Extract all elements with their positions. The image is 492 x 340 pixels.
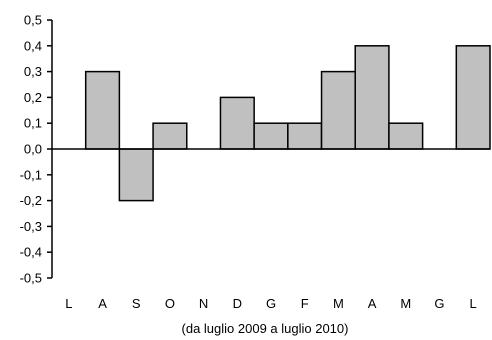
x-tick-label: N bbox=[199, 296, 208, 311]
y-tick-label: 0,0 bbox=[24, 142, 42, 157]
bar-8 bbox=[320, 70, 356, 150]
bar-3 bbox=[152, 122, 188, 150]
y-tick-label: 0,5 bbox=[24, 13, 42, 28]
x-tick-label: G bbox=[266, 296, 276, 311]
x-tick-label: O bbox=[165, 296, 175, 311]
x-tick-label: A bbox=[98, 296, 107, 311]
bar-5 bbox=[219, 96, 255, 150]
y-tick-label: -0,2 bbox=[20, 193, 42, 208]
y-axis-ticks bbox=[47, 19, 52, 279]
x-axis-title: (da luglio 2009 a luglio 2010) bbox=[182, 321, 349, 336]
y-tick-label: -0,1 bbox=[20, 167, 42, 182]
x-tick-label: L bbox=[470, 296, 477, 311]
bar-10 bbox=[388, 122, 424, 150]
x-tick-label: M bbox=[400, 296, 411, 311]
y-tick-label: 0,2 bbox=[24, 90, 42, 105]
bar-7 bbox=[287, 122, 323, 150]
bar-12 bbox=[455, 45, 491, 150]
x-tick-label: S bbox=[132, 296, 141, 311]
y-tick-label: 0,3 bbox=[24, 64, 42, 79]
x-tick-label: D bbox=[233, 296, 242, 311]
x-tick-label: G bbox=[434, 296, 444, 311]
bar-6 bbox=[253, 122, 289, 150]
y-tick-label: -0,3 bbox=[20, 219, 42, 234]
x-tick-label: M bbox=[333, 296, 344, 311]
bar-2 bbox=[118, 148, 154, 202]
bars-group bbox=[84, 45, 491, 202]
y-tick-label: 0,1 bbox=[24, 116, 42, 131]
bar-1 bbox=[84, 70, 121, 150]
y-tick-label: -0,5 bbox=[20, 271, 42, 286]
x-tick-label: L bbox=[65, 296, 72, 311]
y-tick-label: -0,4 bbox=[20, 245, 42, 260]
bar-9 bbox=[354, 45, 390, 150]
x-tick-label: F bbox=[301, 296, 309, 311]
y-tick-label: 0,4 bbox=[24, 38, 42, 53]
x-tick-label: A bbox=[368, 296, 377, 311]
y-axis-tick-labels: 0,5 0,4 0,3 0,2 0,1 0,0 -0,1 -0,2 -0,3 -0,4 -0,5 bbox=[20, 13, 42, 286]
